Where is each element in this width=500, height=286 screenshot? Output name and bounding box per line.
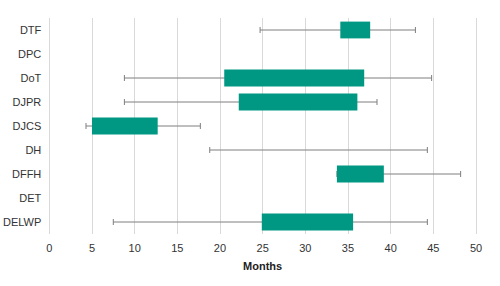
svg-text:30: 30 <box>299 242 311 254</box>
svg-text:45: 45 <box>427 242 439 254</box>
svg-text:Months: Months <box>243 260 282 272</box>
svg-text:35: 35 <box>342 242 354 254</box>
svg-text:50: 50 <box>470 242 482 254</box>
svg-text:DET: DET <box>19 192 41 204</box>
svg-text:15: 15 <box>171 242 183 254</box>
svg-text:25: 25 <box>257 242 269 254</box>
svg-text:5: 5 <box>89 242 95 254</box>
svg-text:DJPR: DJPR <box>13 96 42 108</box>
svg-text:DoT: DoT <box>21 72 42 84</box>
svg-text:DJCS: DJCS <box>13 120 42 132</box>
svg-text:10: 10 <box>129 242 141 254</box>
svg-text:DH: DH <box>25 144 41 156</box>
svg-text:0: 0 <box>46 242 52 254</box>
svg-text:DTF: DTF <box>20 24 42 36</box>
svg-text:40: 40 <box>385 242 397 254</box>
svg-text:DPC: DPC <box>18 48 41 60</box>
svg-text:DELWP: DELWP <box>3 216 41 228</box>
svg-text:DFFH: DFFH <box>12 168 41 180</box>
svg-text:20: 20 <box>214 242 226 254</box>
